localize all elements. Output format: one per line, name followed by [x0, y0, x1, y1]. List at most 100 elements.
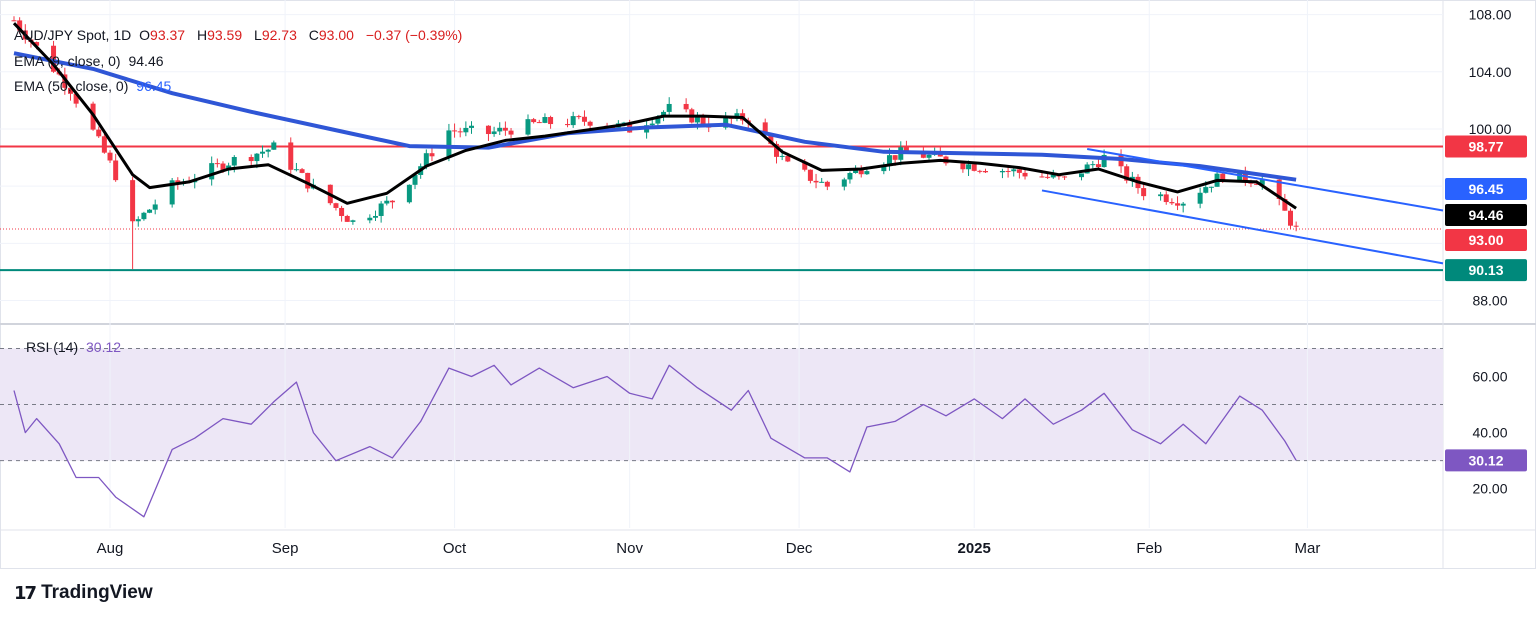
candle-body: [819, 181, 825, 183]
candle-body: [966, 164, 972, 170]
candle-body: [147, 209, 153, 213]
candle-body: [1022, 172, 1028, 177]
legend-rsi-value: 30.12: [86, 339, 122, 355]
candle-body: [723, 117, 729, 128]
candle-body: [152, 204, 158, 210]
candle-body: [463, 127, 469, 133]
price-tags: 98.77 90.13 96.45 94.46 93.00 30.12: [1445, 135, 1527, 472]
candle-body: [570, 116, 576, 126]
tradingview-logo-icon: 17: [14, 582, 37, 604]
candle-body: [260, 151, 266, 154]
candle-body: [1079, 173, 1085, 178]
ema50-tag: [1445, 178, 1527, 200]
candle-body: [135, 219, 141, 222]
legend-close-label: C: [308, 27, 319, 43]
price-tick-label: 100.00: [1469, 121, 1512, 137]
support-tag-label: 90.13: [1468, 262, 1503, 278]
legend-low-label: L: [254, 27, 262, 43]
candle-body: [1158, 194, 1164, 197]
candle-body: [378, 203, 384, 216]
candle-body: [469, 125, 475, 128]
candle-body: [1016, 169, 1022, 173]
candle-body: [113, 160, 119, 181]
rsi-line: [13, 364, 1297, 518]
candle-body: [864, 171, 870, 175]
price-tick-label: 108.00: [1469, 7, 1512, 23]
candle-body: [502, 127, 508, 131]
candle-body: [1169, 202, 1175, 204]
rsi-tick-label: 20.00: [1472, 481, 1507, 497]
candle-body: [485, 125, 491, 135]
candle-body: [11, 20, 17, 22]
candle-body: [587, 121, 593, 126]
time-tick-label: Dec: [786, 540, 813, 557]
legend-change: −0.37 (−0.39%): [365, 27, 463, 43]
time-tick-label: Aug: [97, 540, 124, 557]
candle-body: [1259, 179, 1265, 185]
candle-body: [367, 217, 373, 221]
candle-body: [1254, 183, 1260, 185]
resistance-tag: [1445, 135, 1527, 158]
candle-body: [1287, 210, 1293, 226]
candle-body: [971, 164, 977, 171]
candle-body: [107, 152, 113, 161]
candle-body: [412, 174, 418, 185]
channel-lower-line: [1041, 189, 1444, 265]
candle-body: [858, 168, 864, 175]
candle-body: [423, 153, 429, 167]
candle-body: [406, 184, 412, 203]
candle-body: [1084, 164, 1090, 174]
tradingview-brand[interactable]: 17 TradingView: [14, 582, 153, 604]
candle-body: [1175, 203, 1181, 206]
candle-body: [525, 119, 531, 135]
legend-rsi-label: RSI (14): [26, 339, 79, 355]
candle-body: [977, 170, 983, 172]
candle-body: [1203, 187, 1209, 193]
candle-body: [17, 20, 23, 31]
rsi-band: [0, 347, 1443, 462]
candle-body: [774, 143, 780, 157]
candle-body: [508, 130, 514, 135]
candle-body: [288, 142, 294, 170]
candle-body: [802, 161, 808, 170]
candle-body: [96, 129, 102, 137]
candle-body: [384, 200, 390, 204]
legend-low: 92.73: [261, 27, 297, 43]
candle-body: [457, 131, 463, 133]
rsi-last-tag: [1445, 449, 1527, 472]
legend-open: 93.37: [150, 27, 186, 43]
candle-body: [169, 180, 175, 205]
candle-body: [1197, 192, 1203, 204]
legend-ohlc: AUD/JPY Spot, 1D O93.37 H93.59 L92.73 C9…: [14, 27, 466, 43]
candle-body: [661, 111, 667, 117]
price-tick-label: 88.00: [1472, 293, 1507, 309]
candle-body: [841, 179, 847, 187]
candle-body: [1050, 174, 1056, 178]
candle-body: [305, 172, 311, 189]
candle-body: [1005, 170, 1011, 172]
candle-body: [960, 163, 966, 170]
candle-body: [446, 130, 452, 157]
legend-high: 93.59: [207, 27, 243, 43]
candle-body: [1095, 164, 1101, 168]
candle-body: [581, 116, 587, 122]
legend-ema9-label: EMA (9, close, 0): [14, 53, 121, 69]
candle-body: [372, 215, 378, 218]
candle-body: [531, 119, 537, 123]
candle-body: [824, 181, 830, 187]
candle-body: [1141, 188, 1147, 197]
candles: [11, 16, 1299, 270]
time-axis: Aug Sep Oct Nov Dec 2025 Feb Mar: [97, 540, 1321, 557]
candle-body: [491, 131, 497, 135]
legend-ema9-value: 94.46: [128, 53, 164, 69]
candle-body: [1276, 179, 1282, 199]
candle-body: [333, 203, 339, 208]
price-axis: 108.00104.00100.0096.0092.0088.0060.0040…: [1469, 7, 1512, 497]
candle-body: [248, 157, 254, 162]
legend-open-label: O: [139, 27, 151, 43]
candle-body: [344, 215, 350, 222]
candle-body: [271, 142, 277, 150]
candle-body: [881, 164, 887, 172]
candle-body: [141, 212, 147, 220]
rsi-tick-label: 40.00: [1472, 425, 1507, 441]
